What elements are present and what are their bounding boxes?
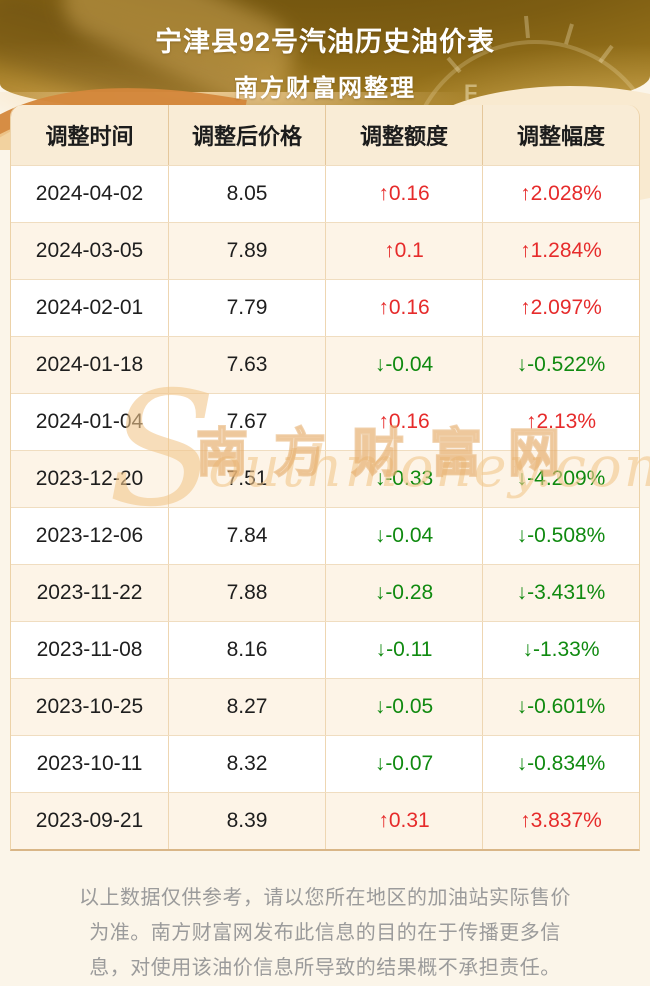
adjusted-price: 7.84 (168, 508, 325, 564)
adjust-date: 2023-12-06 (35, 524, 144, 547)
change-percent: ↑2.028% (482, 166, 639, 222)
table-row: 2023-12-06 7.84 ↓-0.04 ↓-0.508% (11, 507, 639, 564)
table-row: 2023-11-22 7.88 ↓-0.28 ↓-3.431% (11, 564, 639, 621)
adjust-date: 2023-09-21 (35, 809, 144, 832)
adjusted-price: 8.27 (168, 679, 325, 735)
table-row: 2024-01-18 7.63 ↓-0.04 ↓-0.522% (11, 336, 639, 393)
change-percent: ↑2.13% (482, 394, 639, 450)
adjust-date: 2024-02-01 (35, 296, 144, 319)
change-amount: ↑0.1 (325, 223, 482, 279)
adjusted-price: 7.88 (168, 565, 325, 621)
change-percent: ↓-0.522% (482, 337, 639, 393)
change-percent: ↓-4.209% (482, 451, 639, 507)
change-amount: ↓-0.05 (325, 679, 482, 735)
table-row: 2023-12-20 7.51 ↓-0.33 ↓-4.209% (11, 450, 639, 507)
change-percent: ↓-0.508% (482, 508, 639, 564)
price-table: 调整时间 调整后价格 调整额度 调整幅度 2024-04-02 8.05 ↑0.16 ↑2.… (10, 105, 640, 851)
adjust-date: 2024-01-18 (35, 353, 144, 376)
adjust-date: 2023-12-20 (35, 467, 144, 490)
adjusted-price: 7.63 (168, 337, 325, 393)
adjust-date: 2023-11-22 (36, 581, 143, 604)
table-row: 2023-09-21 8.39 ↑0.31 ↑3.837% (11, 792, 639, 849)
column-header: 调整时间 (45, 124, 134, 149)
disclaimer-text: 以上数据仅供参考，请以您所在地区的加油站实际售价为准。南方财富网发布此信息的目的… (79, 887, 571, 979)
change-amount: ↓-0.04 (325, 508, 482, 564)
change-amount: ↓-0.07 (325, 736, 482, 792)
table-row: 2023-10-11 8.32 ↓-0.07 ↓-0.834% (11, 735, 639, 792)
page-title: 宁津县92号汽油历史油价表 (154, 27, 496, 57)
change-amount: ↓-0.04 (325, 337, 482, 393)
table-row: 2024-01-04 7.67 ↑0.16 ↑2.13% (11, 393, 639, 450)
adjust-date: 2023-10-11 (36, 752, 143, 775)
column-header: 调整额度 (325, 105, 482, 165)
change-percent: ↑3.837% (482, 793, 639, 849)
page-subtitle: 南方财富网整理 (234, 75, 416, 102)
change-amount: ↑0.16 (325, 166, 482, 222)
adjusted-price: 8.16 (168, 622, 325, 678)
adjusted-price: 7.67 (168, 394, 325, 450)
adjusted-price: 7.51 (168, 451, 325, 507)
change-amount: ↑0.16 (325, 394, 482, 450)
change-percent: ↑2.097% (482, 280, 639, 336)
change-amount: ↓-0.28 (325, 565, 482, 621)
change-percent: ↓-0.834% (482, 736, 639, 792)
table-row: 2023-10-25 8.27 ↓-0.05 ↓-0.601% (11, 678, 639, 735)
change-percent: ↑1.284% (482, 223, 639, 279)
column-header: 调整后价格 (168, 105, 325, 165)
adjusted-price: 7.89 (168, 223, 325, 279)
change-amount: ↓-0.33 (325, 451, 482, 507)
adjust-date: 2024-01-04 (35, 410, 144, 433)
change-amount: ↓-0.11 (325, 622, 482, 678)
adjust-date: 2024-03-05 (35, 239, 144, 262)
change-amount: ↑0.16 (325, 280, 482, 336)
adjust-date: 2023-11-08 (36, 638, 143, 661)
change-percent: ↓-0.601% (482, 679, 639, 735)
adjusted-price: 7.79 (168, 280, 325, 336)
table-row: 2023-11-08 8.16 ↓-0.11 ↓-1.33% (11, 621, 639, 678)
table-body: 2024-04-02 8.05 ↑0.16 ↑2.028% 2024-03-05 7.89… (11, 165, 639, 849)
adjusted-price: 8.39 (168, 793, 325, 849)
table-row: 2024-03-05 7.89 ↑0.1 ↑1.284% (11, 222, 639, 279)
column-header: 调整幅度 (482, 105, 639, 165)
table-row: 2024-04-02 8.05 ↑0.16 ↑2.028% (11, 165, 639, 222)
change-percent: ↓-3.431% (482, 565, 639, 621)
change-amount: ↑0.31 (325, 793, 482, 849)
adjust-date: 2024-04-02 (35, 182, 144, 205)
adjusted-price: 8.32 (168, 736, 325, 792)
table-header-row: 调整时间 调整后价格 调整额度 调整幅度 (11, 105, 639, 165)
table-row: 2024-02-01 7.79 ↑0.16 ↑2.097% (11, 279, 639, 336)
adjusted-price: 8.05 (168, 166, 325, 222)
adjust-date: 2023-10-25 (35, 695, 144, 718)
change-percent: ↓-1.33% (482, 622, 639, 678)
